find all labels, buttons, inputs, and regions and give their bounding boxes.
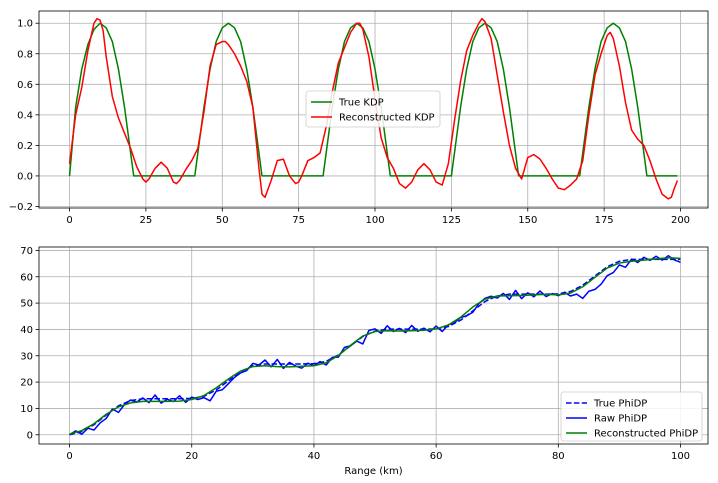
x-tick-label: 75 bbox=[292, 215, 305, 226]
x-tick-label: 0 bbox=[66, 215, 72, 226]
x-tick-label: 100 bbox=[671, 451, 690, 462]
y-tick-label: 0.4 bbox=[17, 110, 33, 121]
legend-box bbox=[305, 90, 441, 128]
legend-label: Raw PhiDP bbox=[594, 414, 647, 425]
legend-box bbox=[560, 391, 703, 442]
series-line bbox=[68, 17, 679, 200]
y-tick-label: 0.2 bbox=[17, 141, 33, 152]
legend-label: Reconstructed KDP bbox=[339, 113, 435, 124]
x-tick-label: 20 bbox=[185, 451, 198, 462]
y-tick-label: 0.0 bbox=[17, 171, 33, 182]
y-tick-label: 40 bbox=[20, 325, 33, 336]
legend-label: True PhiDP bbox=[593, 399, 647, 410]
axes-frame bbox=[38, 10, 709, 209]
y-tick-label: 20 bbox=[20, 378, 33, 389]
y-tick-label: 0.6 bbox=[17, 80, 33, 91]
y-tick-label: −0.2 bbox=[9, 202, 33, 213]
y-tick-label: 10 bbox=[20, 404, 33, 415]
y-tick-label: 50 bbox=[20, 299, 33, 310]
axes-frame bbox=[38, 246, 709, 445]
y-tick-label: 60 bbox=[20, 272, 33, 283]
x-tick-label: 25 bbox=[140, 215, 153, 226]
y-tick-label: 70 bbox=[20, 246, 33, 257]
legend: True PhiDP Raw PhiDP Reconstructed PhiDP bbox=[560, 391, 703, 442]
y-tick-label: 0 bbox=[27, 430, 33, 441]
x-tick-label: 200 bbox=[671, 215, 690, 226]
x-tick-label: 0 bbox=[66, 451, 72, 462]
x-tick-label: 60 bbox=[430, 451, 443, 462]
top-chart: 0 25 50 75 100 125 150 175 200 −0.2 0.0 0.2 0.4 0.6 0.… bbox=[9, 10, 709, 226]
legend-label: Reconstructed PhiDP bbox=[594, 429, 698, 440]
x-tick-label: 100 bbox=[365, 215, 384, 226]
x-tick-label: 50 bbox=[216, 215, 229, 226]
x-tick-label: 175 bbox=[595, 215, 614, 226]
y-tick-label: 1.0 bbox=[17, 19, 33, 30]
x-tick-label: 125 bbox=[442, 215, 461, 226]
legend-label: True KDP bbox=[338, 98, 384, 109]
x-axis-label: Range (km) bbox=[344, 466, 402, 477]
series-line bbox=[69, 257, 681, 435]
bottom-chart: 0 20 40 60 80 100 0 10 20 30 40 50 60 70 Range (km) Tru… bbox=[20, 246, 709, 477]
y-tick-label: 30 bbox=[20, 351, 33, 362]
x-tick-label: 80 bbox=[552, 451, 565, 462]
x-tick-label: 150 bbox=[518, 215, 537, 226]
x-tick-label: 40 bbox=[308, 451, 321, 462]
legend: True KDP Reconstructed KDP bbox=[305, 90, 441, 128]
y-tick-label: 0.8 bbox=[17, 49, 33, 60]
